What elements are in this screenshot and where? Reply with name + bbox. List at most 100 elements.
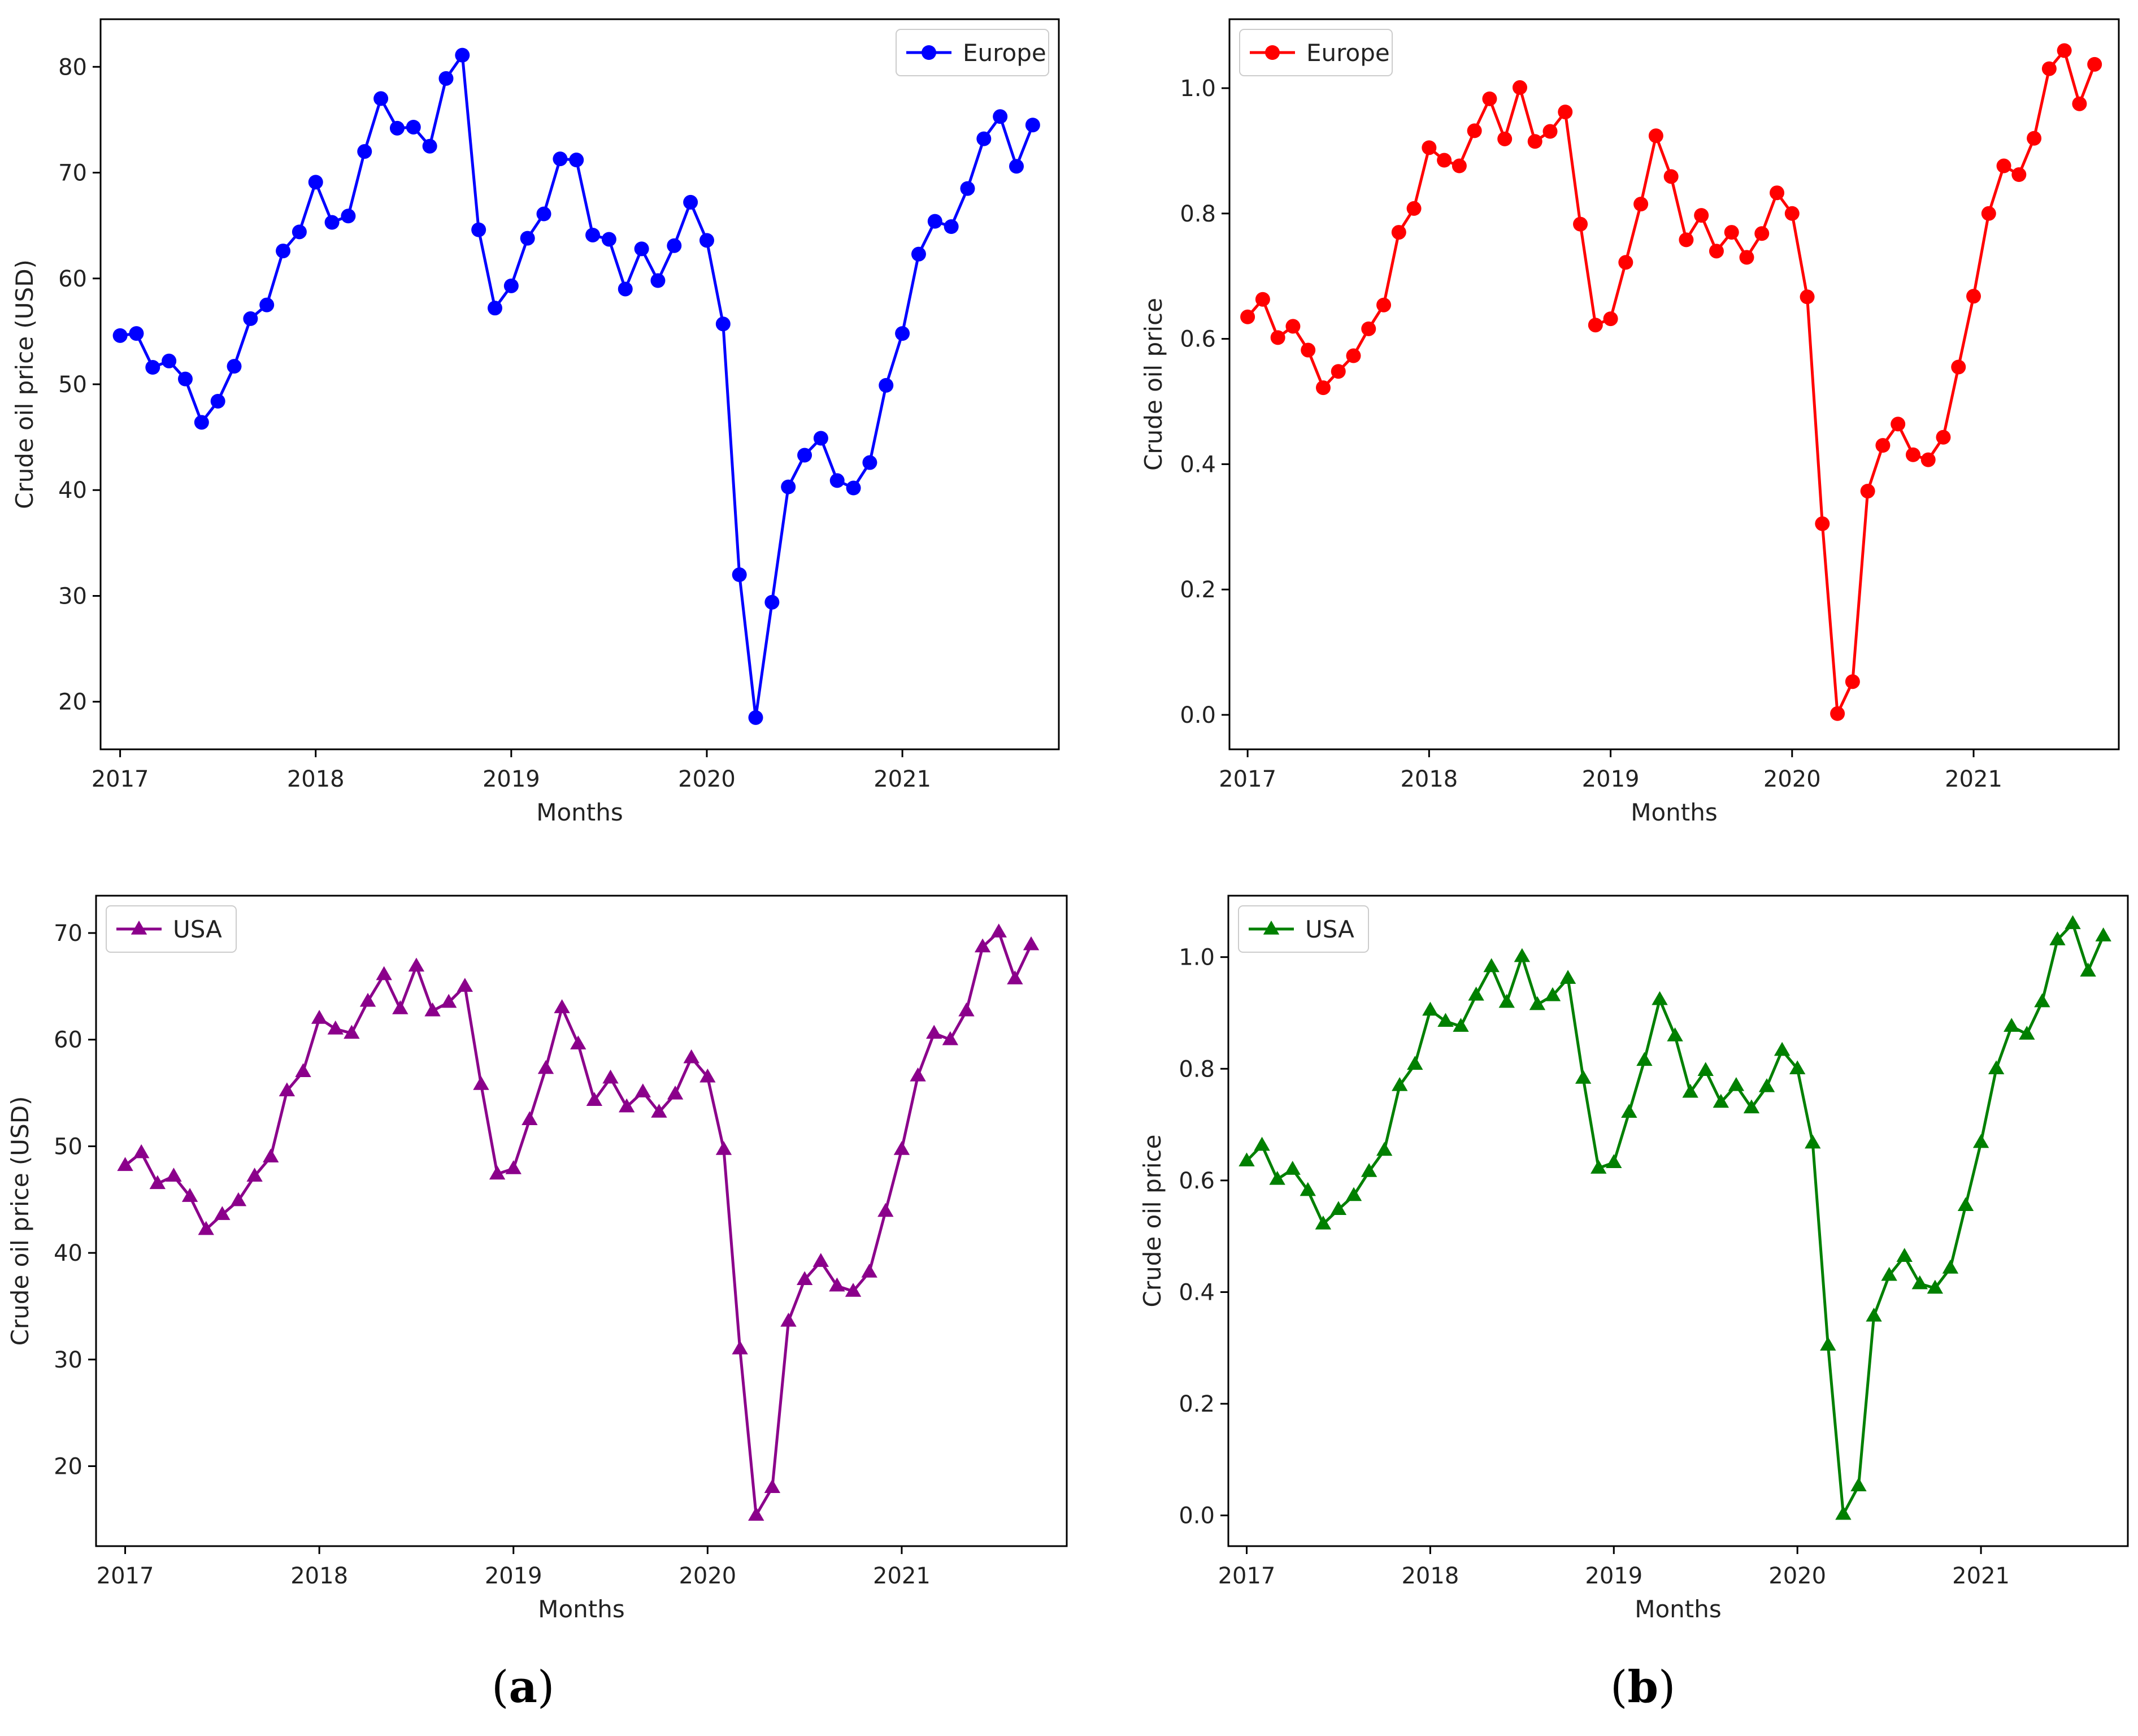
data-point (308, 175, 323, 190)
legend-marker (922, 45, 936, 60)
data-point (406, 119, 421, 134)
y-tick-label: 70 (54, 921, 82, 947)
x-tick-label: 2019 (1585, 1563, 1642, 1589)
data-point (764, 1479, 781, 1493)
y-tick-label: 0.0 (1179, 1503, 1215, 1529)
x-tick-label: 2020 (678, 766, 736, 792)
data-point (1376, 297, 1392, 313)
data-point (1866, 1308, 1882, 1322)
data-point (1300, 1182, 1316, 1196)
y-tick-label: 1.0 (1179, 945, 1215, 971)
y-tick-label: 0.2 (1179, 1391, 1215, 1417)
data-point (177, 371, 193, 387)
data-point (2095, 927, 2111, 941)
y-tick-label: 1.0 (1180, 76, 1216, 102)
data-point (1789, 1060, 1806, 1074)
y-axis-label: Crude oil price (1138, 1135, 1166, 1308)
data-point (1713, 1093, 1729, 1108)
panel-label-b: (b) (1610, 1661, 1675, 1713)
data-point (1875, 438, 1891, 453)
data-point (1682, 1083, 1698, 1098)
data-point (2065, 915, 2081, 930)
x-tick-label: 2020 (1763, 766, 1821, 792)
x-tick-label: 2019 (483, 766, 540, 792)
x-tick-label: 2017 (92, 766, 149, 792)
data-point (585, 227, 601, 242)
x-tick-label: 2018 (287, 766, 345, 792)
x-tick-label: 2018 (290, 1563, 348, 1589)
data-point (357, 144, 372, 159)
data-point (1315, 380, 1331, 396)
data-point (149, 1175, 166, 1190)
plot-frame (99, 18, 1060, 750)
data-point (1588, 318, 1603, 333)
data-point (1422, 140, 1437, 155)
y-tick-label: 0.8 (1180, 201, 1216, 227)
data-point (1483, 958, 1500, 973)
data-point (1575, 1070, 1592, 1084)
data-point (1558, 105, 1573, 120)
data-point (910, 1067, 926, 1082)
data-point (522, 1111, 538, 1125)
data-point (455, 47, 470, 63)
legend-box (1238, 905, 1369, 953)
data-point (1679, 232, 1694, 248)
data-point (895, 326, 910, 341)
data-point (488, 301, 503, 316)
data-point (295, 1063, 311, 1078)
y-tick-label: 20 (54, 1453, 82, 1479)
data-point (667, 238, 682, 253)
data-point (505, 1160, 522, 1174)
data-point (602, 1069, 619, 1084)
data-point (1905, 447, 1920, 462)
legend-marker (1265, 45, 1280, 60)
data-point (846, 480, 861, 496)
y-axis-label: Crude oil price (1140, 298, 1167, 471)
legend-label: Europe (1306, 39, 1390, 67)
data-point (1330, 1201, 1347, 1215)
x-tick-label: 2020 (1768, 1563, 1826, 1589)
data-point (1891, 416, 1906, 432)
data-point (1835, 1505, 1852, 1520)
data-point (553, 151, 568, 167)
data-point (1542, 124, 1558, 139)
data-point (1739, 250, 1754, 265)
data-point (1453, 1018, 1469, 1032)
panel-label-b-close: ) (1658, 1662, 1676, 1713)
data-point (699, 233, 714, 248)
data-point (829, 473, 845, 488)
data-point (1743, 1099, 1760, 1114)
data-point (813, 431, 828, 446)
data-point (683, 1049, 699, 1064)
data-point (1636, 1052, 1653, 1066)
y-tick-label: 30 (58, 583, 87, 609)
data-point (1346, 348, 1361, 363)
data-point (1770, 185, 1785, 201)
panel-label-a-close: ) (537, 1662, 555, 1713)
data-point (1254, 1136, 1270, 1151)
data-point (1437, 153, 1452, 168)
data-point (2011, 167, 2027, 183)
data-point (1724, 225, 1739, 240)
data-point (1240, 309, 1255, 324)
data-point (1498, 993, 1515, 1008)
data-point (1331, 364, 1346, 379)
data-point (1648, 128, 1663, 144)
legend-label: Europe (963, 39, 1046, 67)
y-tick-label: 50 (58, 372, 87, 398)
data-point (1830, 706, 1845, 721)
panel-label-a-letter: a (509, 1661, 537, 1713)
data-point (862, 455, 877, 470)
data-point (263, 1148, 279, 1163)
data-point (1301, 342, 1316, 358)
legend-label: USA (173, 915, 222, 943)
data-point (1920, 452, 1936, 467)
data-point (230, 1192, 247, 1206)
data-point (422, 138, 437, 154)
data-point (586, 1092, 603, 1106)
data-point (276, 244, 291, 259)
data-point (993, 109, 1008, 124)
data-point (1881, 1266, 1897, 1281)
data-point (780, 1312, 797, 1327)
data-point (2049, 931, 2066, 945)
